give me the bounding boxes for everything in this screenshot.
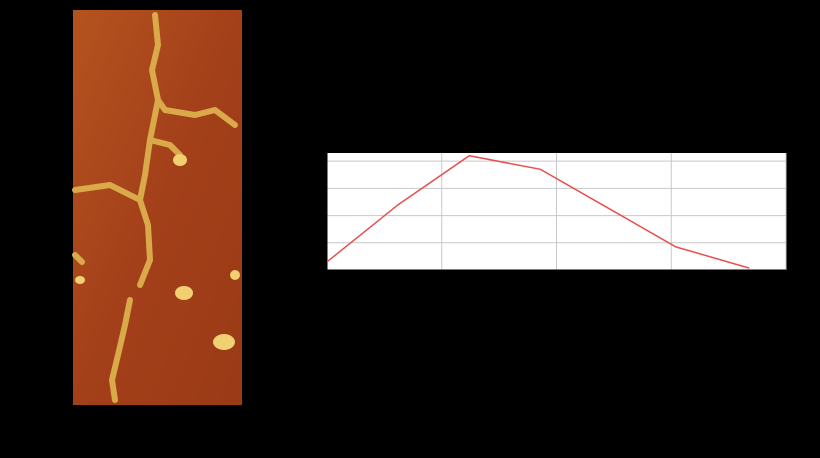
x-tick-label: 0 — [324, 278, 330, 290]
x-tick-label: 50 — [436, 278, 448, 290]
x-tick-label: 150 — [662, 278, 680, 290]
afm-image — [73, 10, 242, 405]
x-tick-label: 100 — [547, 278, 565, 290]
screen: 0 1 2 3 4 0 50 100 150 200 — [0, 0, 820, 458]
y-tick-label: 3 — [315, 182, 321, 194]
y-tick-label: 0 — [315, 264, 321, 276]
x-tick-label: 200 — [777, 278, 795, 290]
y-tick-label: 1 — [315, 237, 321, 249]
y-tick-label: 4 — [315, 155, 321, 167]
y-tick-label: 2 — [315, 209, 321, 221]
page: 01234050100150200 (() => { const data = … — [0, 0, 820, 458]
